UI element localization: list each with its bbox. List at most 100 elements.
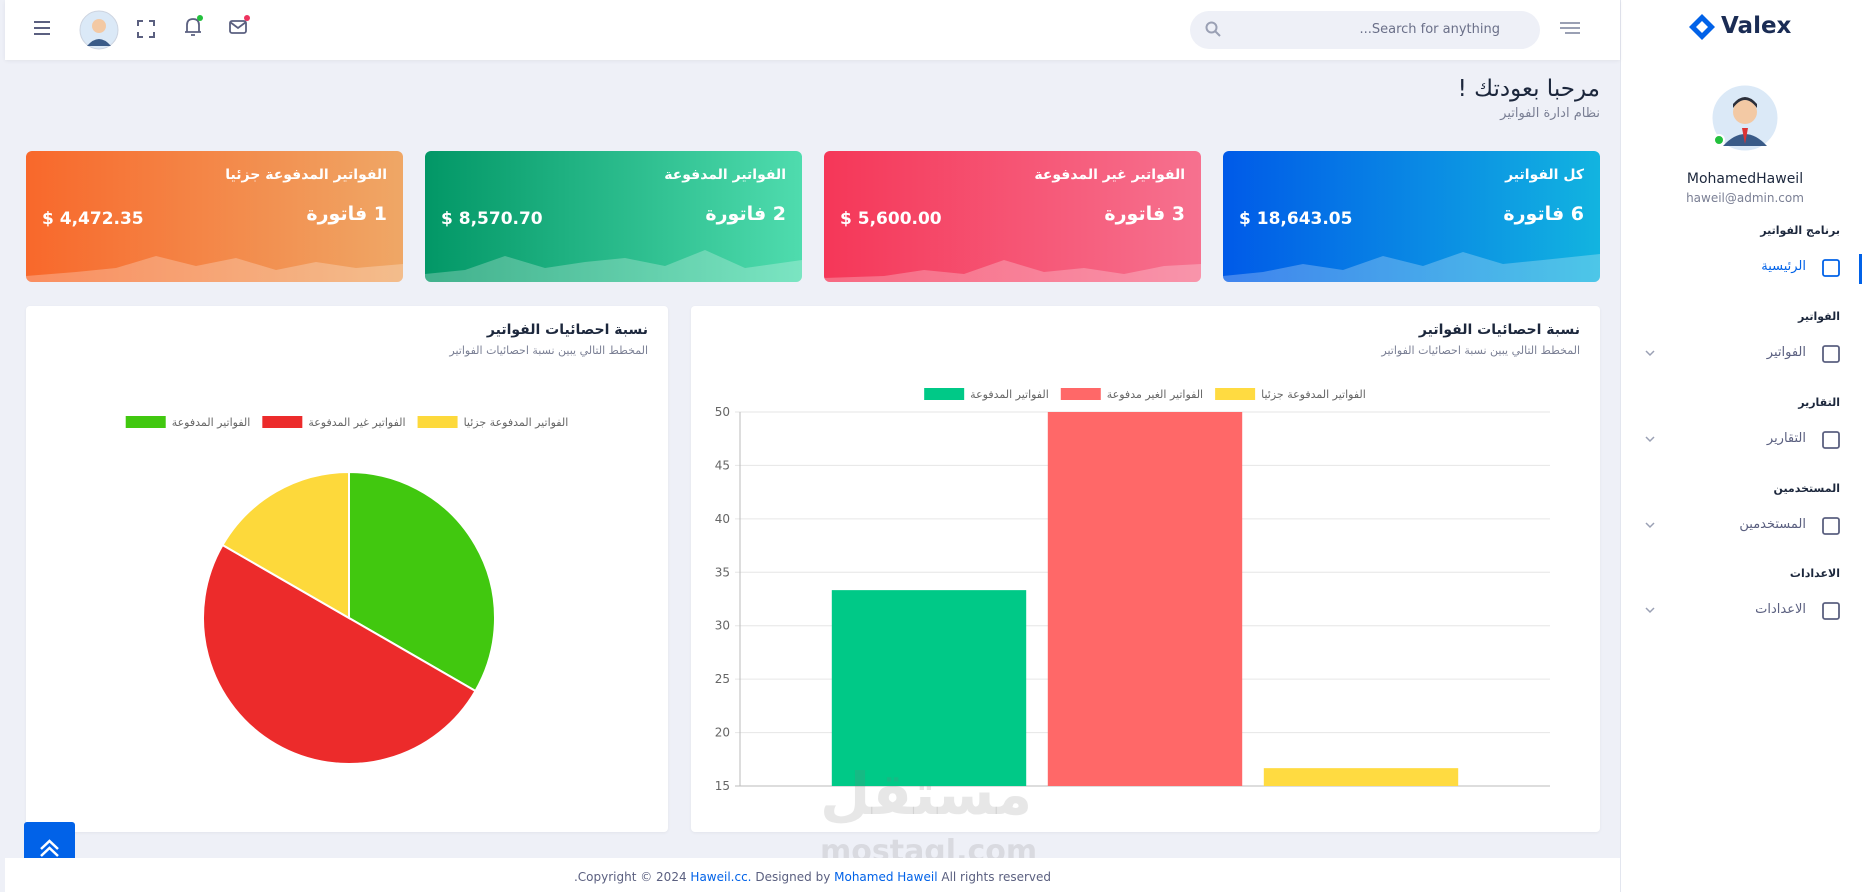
- legend-swatch: [417, 416, 458, 428]
- menu-item[interactable]: المستخدمين: [1739, 517, 1806, 532]
- sparkline: [26, 256, 403, 282]
- menu-icon: [1822, 602, 1840, 620]
- stat-amount: $ 18,643.05: [1239, 209, 1353, 229]
- bar-chart-card: نسبة احصائيات الفواتير المخطط التالي يبين…: [691, 306, 1600, 832]
- legend-label: الفواتير المدفوعة: [970, 388, 1049, 401]
- sidebar: Valex MohamedHaweil haweil@admin.com برن…: [1620, 0, 1868, 892]
- top-bar: Search for anything...: [5, 0, 1620, 60]
- copyright: Copyright © 2024: [577, 870, 687, 884]
- rights: All rights reserved.: [573, 870, 1052, 884]
- header-avatar[interactable]: [79, 10, 119, 50]
- legend-label: الفواتير المدفوعة: [172, 416, 251, 429]
- menu-icon: [1822, 431, 1840, 449]
- menu-chevron: [1645, 522, 1655, 529]
- y-tick-label: 45: [715, 458, 730, 472]
- legend-label: الفواتير الغير مدفوعة: [1107, 388, 1203, 401]
- y-tick-label: 50: [715, 405, 730, 419]
- stat-count: 3 فاتورة: [1104, 203, 1185, 225]
- messages-button[interactable]: [228, 14, 252, 38]
- legend: الفواتير المدفوعة الفواتير الغير مدفوعة ال…: [924, 388, 1366, 401]
- sidebar-toggle[interactable]: [1559, 21, 1581, 37]
- sparkline-area: [26, 256, 403, 282]
- menu-section-title: برنامج الفواتير: [1760, 224, 1840, 237]
- pie-chart-card: نسبة احصائيات الفواتير المخطط التالي يبين…: [26, 306, 668, 832]
- legend-swatch: [1215, 388, 1256, 400]
- footer: Copyright © 2024 Haweil.cc. Designed by …: [5, 858, 1620, 892]
- y-tick-label: 15: [715, 779, 730, 793]
- user-email: haweil@admin.com: [1686, 191, 1804, 205]
- icon-shape: [1822, 345, 1840, 363]
- menu-section-title: الاعدادات: [1789, 567, 1840, 580]
- stat-amount: $ 4,472.35: [42, 209, 144, 229]
- menu-icon: [1822, 517, 1840, 535]
- user-avatar[interactable]: [1709, 82, 1781, 154]
- stat-card: الفواتير المدفوعة جزئيا 1 فاتورة $ 4,472.3…: [26, 151, 403, 282]
- notifications-button[interactable]: [183, 14, 205, 38]
- search-box[interactable]: Search for anything...: [1190, 11, 1540, 49]
- search-placeholder: Search for anything...: [1359, 22, 1500, 37]
- designer-link[interactable]: Mohamed Haweil: [834, 870, 938, 884]
- legend-label: الفواتير غير المدفوعة: [308, 416, 405, 429]
- card-subtitle: المخطط التالي يبين نسبة احصائيات الفواتي…: [1381, 344, 1580, 357]
- legend-swatch: [924, 388, 965, 400]
- menu-icon: [1822, 345, 1840, 363]
- y-tick-label: 35: [715, 565, 730, 579]
- sparkline-area: [1223, 252, 1600, 282]
- stat-count: 2 فاتورة: [705, 203, 786, 225]
- welcome-title: مرحبا بعودتك !: [1457, 76, 1600, 102]
- chevron-shape: [1645, 436, 1655, 443]
- sparkline: [425, 250, 802, 282]
- chevron-shape: [1645, 350, 1655, 357]
- logo-text[interactable]: Valex: [1721, 13, 1792, 39]
- bar: [831, 590, 1027, 786]
- stat-amount: $ 5,600.00: [840, 209, 942, 229]
- card-title: نسبة احصائيات الفواتير: [486, 322, 648, 338]
- y-tick-label: 40: [715, 512, 730, 526]
- menu-section-title: المستخدمين: [1773, 482, 1840, 495]
- menu-chevron: [1645, 436, 1655, 443]
- menu-item[interactable]: الاعدادات: [1755, 602, 1806, 617]
- site-link[interactable]: Haweil.cc.: [690, 870, 752, 884]
- menu-icon: [1822, 259, 1840, 277]
- footer-text: Copyright © 2024 Haweil.cc. Designed by …: [5, 858, 1620, 884]
- watermark-arabic: مستقل: [820, 760, 1033, 828]
- y-tick-label: 25: [715, 672, 730, 686]
- sparkline: [824, 260, 1201, 282]
- stat-amount: $ 8,570.70: [441, 209, 543, 229]
- legend-label: الفواتير المدفوعة جزئيا: [464, 416, 569, 429]
- menu-section-title: الفواتير: [1798, 310, 1840, 323]
- menu-item[interactable]: الرئيسية: [1761, 259, 1806, 274]
- stat-card: كل الفواتير 6 فاتورة $ 18,643.05: [1223, 151, 1600, 282]
- bar: [1263, 768, 1459, 786]
- sparkline-area: [425, 250, 802, 282]
- stat-title: الفواتير غير المدفوعة: [1034, 167, 1185, 183]
- y-tick-label: 20: [715, 726, 730, 740]
- menu-toggle[interactable]: [33, 20, 51, 36]
- pie-slice: [202, 543, 477, 765]
- icon-shape: [1822, 431, 1840, 449]
- icon-shape: [1822, 602, 1840, 620]
- welcome-subtitle: نظام ادارة الفواتير: [1500, 106, 1600, 121]
- sparkline-area: [824, 260, 1201, 282]
- logo-icon: [1689, 14, 1715, 40]
- user-name: MohamedHaweil: [1686, 171, 1804, 187]
- stat-title: كل الفواتير: [1505, 167, 1584, 183]
- menu-section-title: التقارير: [1798, 396, 1840, 409]
- pie-slice: [348, 470, 496, 693]
- legend: الفواتير المدفوعة الفواتير غير المدفوعة ال…: [125, 416, 569, 429]
- chevron-shape: [1645, 522, 1655, 529]
- pie-chart: الفواتير المدفوعة الفواتير غير المدفوعة ال…: [125, 416, 569, 765]
- menu-item[interactable]: الفواتير: [1766, 345, 1806, 360]
- card-title: نسبة احصائيات الفواتير: [1418, 322, 1580, 338]
- icon-shape: [1822, 259, 1840, 277]
- sparkline: [1223, 252, 1600, 282]
- pie-slice: [221, 470, 350, 620]
- menu-item[interactable]: التقارير: [1766, 431, 1806, 446]
- fullscreen-button[interactable]: [137, 20, 155, 38]
- menu-chevron: [1645, 607, 1655, 614]
- chevron-shape: [1645, 607, 1655, 614]
- card-subtitle: المخطط التالي يبين نسبة احصائيات الفواتي…: [449, 344, 648, 357]
- stat-count: 6 فاتورة: [1503, 203, 1584, 225]
